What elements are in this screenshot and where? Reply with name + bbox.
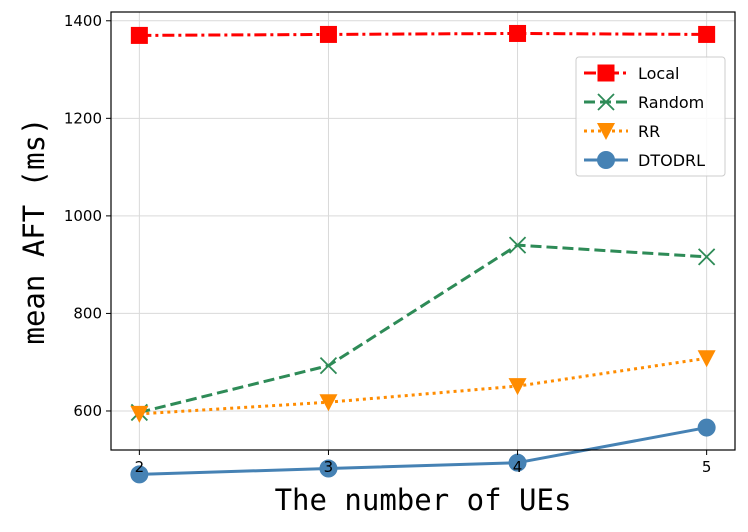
plot-frame — [110, 11, 736, 451]
data-point-local — [130, 26, 148, 44]
legend-box — [575, 56, 726, 177]
legend-item-local: Local — [584, 64, 679, 83]
legend-item-dtodrl: DTODRL — [584, 151, 705, 170]
data-point-dtodrl — [508, 453, 527, 472]
legend-label-rr: RR — [638, 122, 660, 141]
data-point-dtodrl — [130, 465, 149, 484]
x-tick-label: 2 — [135, 458, 145, 476]
grid-lines — [111, 12, 735, 450]
data-point-dtodrl — [697, 418, 716, 437]
series-line-random — [139, 243, 707, 414]
data-point-local — [509, 24, 527, 42]
series-line-dtodrl — [139, 426, 707, 476]
series-local — [130, 24, 716, 44]
data-point-local — [319, 25, 337, 43]
y-tick-label: 1400 — [64, 12, 102, 30]
x-axis-title: The number of UEs — [275, 483, 572, 517]
data-point-rr — [319, 394, 338, 412]
legend-marker-dtodrl — [597, 151, 615, 169]
legend-item-random: Random — [584, 93, 704, 112]
y-axis-title: mean AFT (ms) — [17, 118, 51, 345]
legend-label-random: Random — [638, 93, 704, 112]
y-tick-label: 1200 — [64, 109, 102, 127]
series-line-rr — [139, 356, 707, 416]
data-point-random — [697, 248, 716, 266]
series-random — [130, 236, 716, 422]
legend-label-dtodrl: DTODRL — [638, 151, 705, 170]
legend-label-local: Local — [638, 64, 679, 83]
legend-marker-local — [597, 64, 615, 82]
axis-ticks: 2 3 4 5 600 800 1000 1200 1400 — [64, 12, 712, 476]
series-rr — [130, 350, 716, 423]
series-group — [130, 24, 716, 484]
legend-marker-random — [597, 93, 615, 111]
x-tick-label: 4 — [513, 458, 523, 476]
y-tick-label: 600 — [73, 402, 102, 420]
data-point-local — [698, 25, 716, 43]
series-line-local — [139, 31, 707, 37]
data-point-random — [508, 236, 527, 254]
data-point-rr — [697, 350, 716, 368]
x-tick-label: 5 — [702, 458, 712, 476]
legend-marker-rr — [597, 123, 615, 140]
y-tick-label: 1000 — [64, 207, 102, 225]
data-point-rr — [130, 405, 149, 423]
data-point-rr — [508, 378, 527, 396]
data-point-dtodrl — [319, 459, 338, 478]
y-tick-label: 800 — [73, 304, 102, 322]
legend: Local Random RR DTODRL — [575, 56, 726, 177]
data-point-random — [319, 356, 338, 375]
legend-item-rr: RR — [584, 122, 660, 141]
x-tick-label: 3 — [324, 458, 334, 476]
series-dtodrl — [130, 418, 716, 484]
